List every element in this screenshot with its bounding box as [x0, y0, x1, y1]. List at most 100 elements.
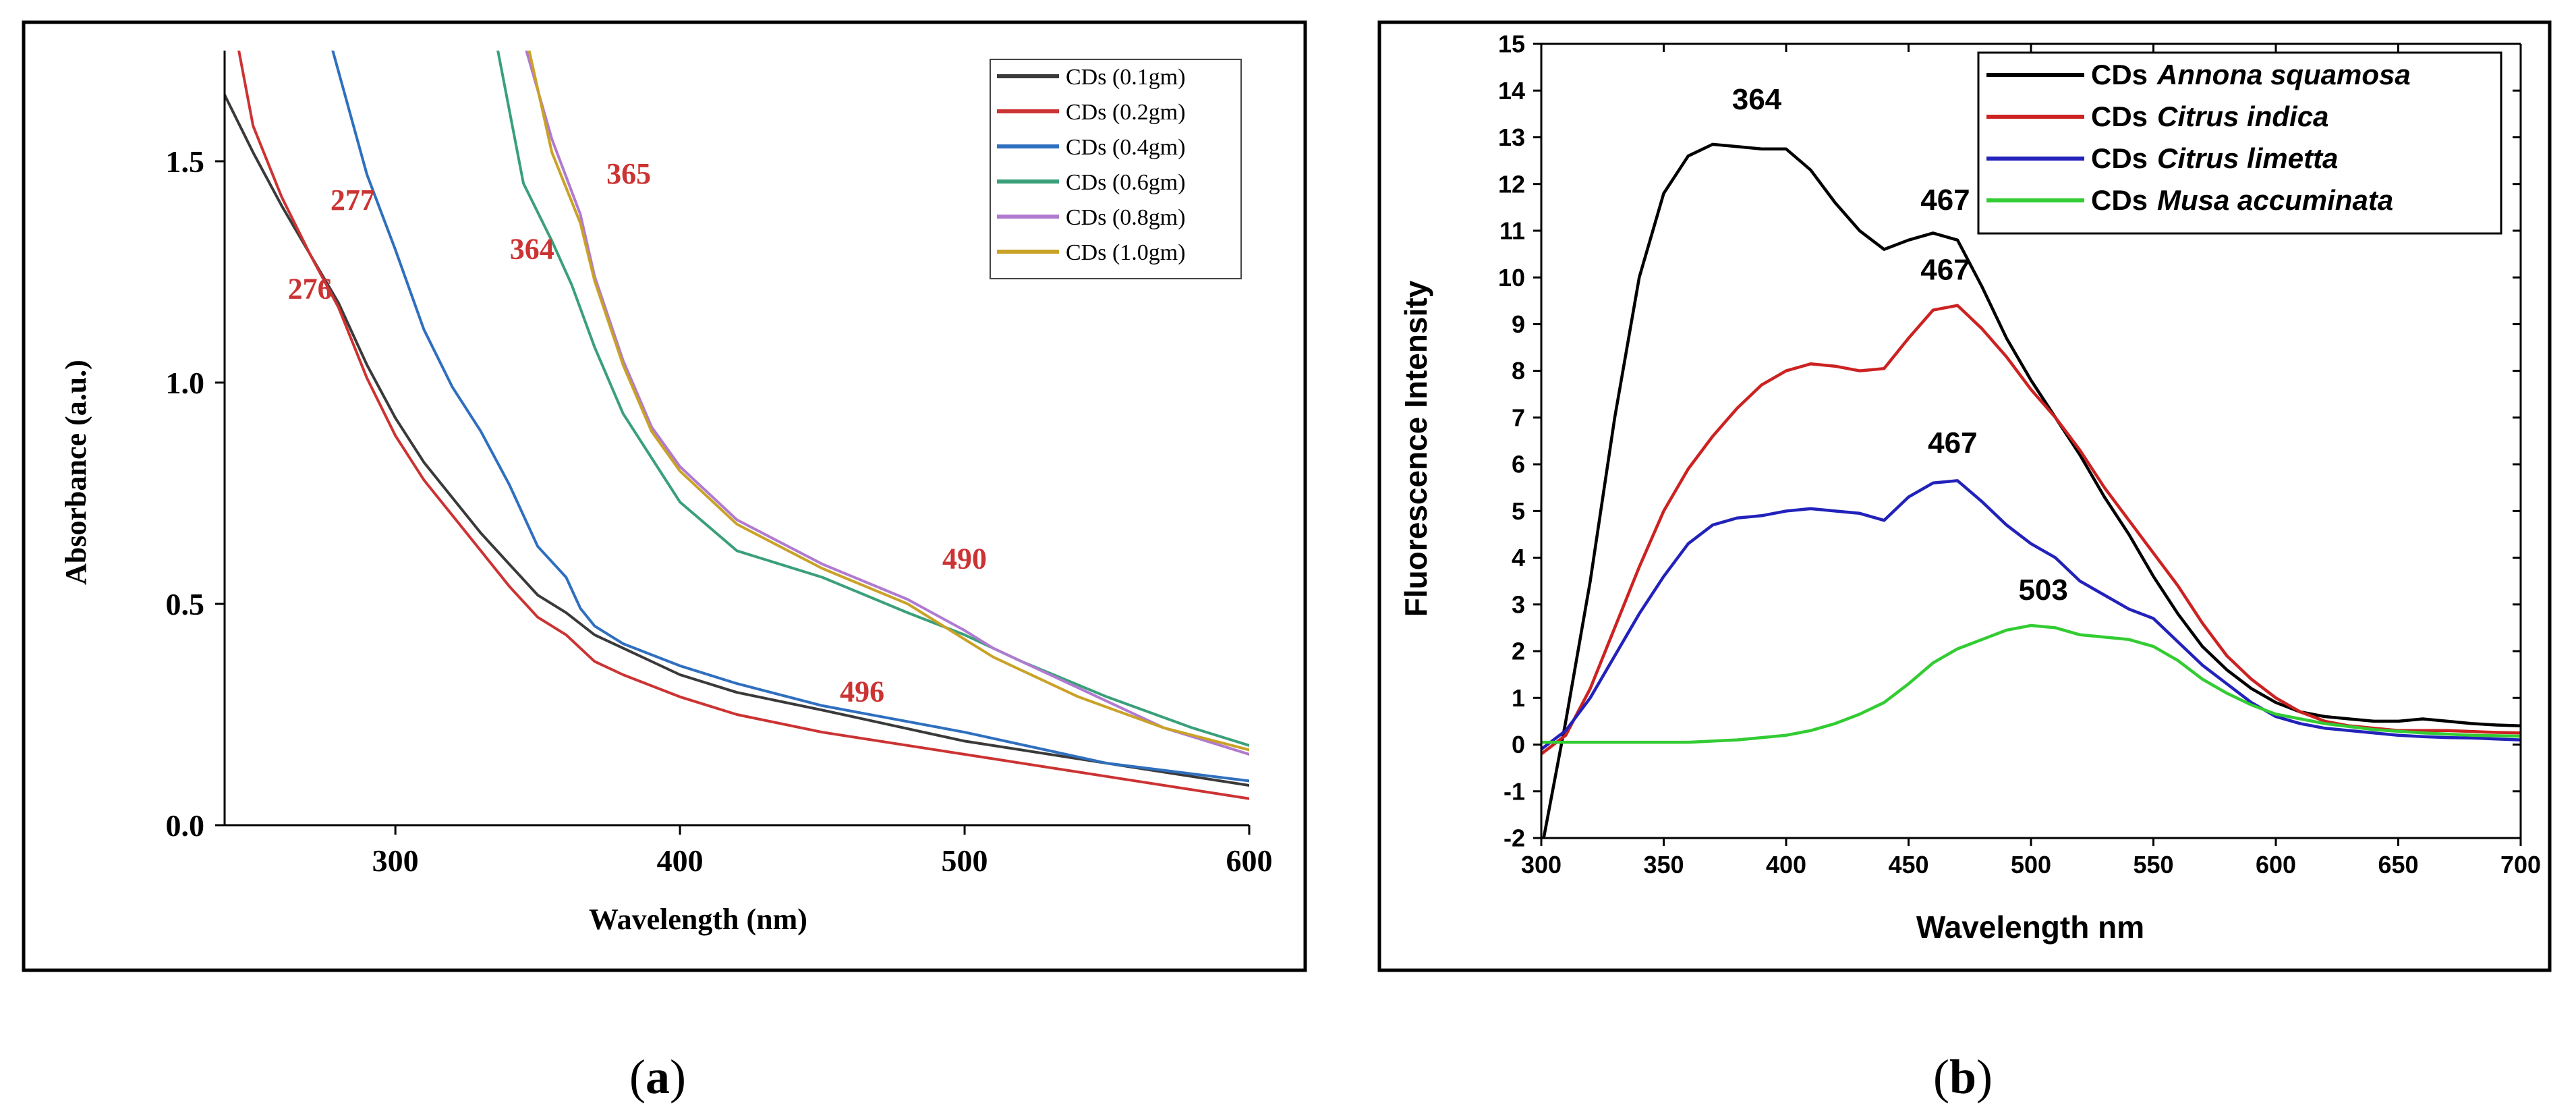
chart-b-panel-label-close: ) — [1976, 1050, 1993, 1104]
chart-b-panel-label-open: ( — [1933, 1050, 1949, 1104]
chart-a-panel-label: (a) — [629, 1050, 686, 1104]
chart-b-series-group — [1541, 142, 2521, 838]
chart-a-annotations: 277 276 364 365 490 496 — [288, 157, 987, 708]
chart-b-series-line-1 — [1542, 142, 2521, 838]
chart-b-ticks: 300 350 400 450 500 550 600 650 700-2-1012345678… — [1498, 30, 2541, 878]
chart-b-y-tick-label: 0 — [1512, 731, 1525, 758]
chart-a-legend: CDs (0.1gm) CDs (0.2gm) CDs (0.4gm) CDs (0.… — [990, 59, 1242, 279]
chart-a-x-tick-label: 500 — [942, 843, 988, 878]
chart-a-legend-label-5: CDs (0.8gm) — [1066, 205, 1186, 230]
chart-a-peak-label: 276 — [288, 272, 333, 305]
chart-a-x-tick-label: 300 — [372, 843, 419, 878]
chart-b-panel-label: (b) — [1933, 1050, 1993, 1104]
chart-b-peak-label: 467 — [1920, 184, 1970, 217]
chart-a-y-tick-label: 1.0 — [166, 366, 205, 400]
chart-a-y-tick-label: 1.5 — [166, 144, 205, 179]
chart-a-peak-label: 490 — [942, 542, 987, 576]
chart-a-y-tick-label: 0.0 — [166, 808, 205, 843]
chart-a-series-line-3 — [331, 51, 1249, 783]
chart-b-x-tick-label: 450 — [1888, 851, 1928, 878]
chart-a-series-group — [225, 51, 1249, 800]
chart-a-series-line-6 — [527, 51, 1249, 752]
chart-a-y-tick-label: 0.5 — [166, 587, 205, 621]
chart-b-y-tick-label: 15 — [1498, 30, 1525, 58]
chart-b-x-tick-label: 600 — [2256, 851, 2296, 878]
chart-b-y-tick-label: 3 — [1512, 590, 1525, 618]
chart-b-x-tick-label: 550 — [2133, 851, 2173, 878]
chart-b-x-tick-label: 400 — [1766, 851, 1806, 878]
chart-a-legend-label-6: CDs (1.0gm) — [1066, 240, 1186, 265]
chart-b-series-line-2 — [1541, 304, 2521, 756]
chart-b-legend-prefix-3: CDs — [2091, 142, 2148, 174]
chart-b-y-tick-label: -2 — [1504, 825, 1525, 852]
chart-a-series-line-4 — [496, 51, 1249, 747]
chart-b-legend-label-3: CDs Citrus limetta — [2091, 142, 2338, 174]
chart-a-legend-box — [990, 59, 1242, 279]
chart-b-frame — [1377, 20, 2552, 972]
chart-b-series-line-3 — [1541, 479, 2521, 751]
chart-b-legend-species-1: Annona squamosa — [2156, 59, 2411, 90]
chart-a-x-tick-label: 400 — [657, 843, 704, 878]
chart-a-legend-label-3: CDs (0.4gm) — [1066, 135, 1186, 160]
chart-a-panel-label-open: ( — [629, 1050, 646, 1104]
chart-a-peak-label: 365 — [606, 157, 651, 190]
chart-b-y-tick-label: 11 — [1499, 217, 1525, 245]
chart-a-frame — [22, 20, 1307, 972]
chart-b-y-tick-label: 12 — [1498, 170, 1525, 198]
chart-a-plot-area: 300 400 500 600 0.0 0.5 1.0 1.5 277 276 364 365 490… — [166, 51, 1273, 878]
chart-b-peak-label: 467 — [1928, 426, 1977, 459]
chart-b-y-tick-label: 2 — [1512, 638, 1525, 665]
chart-a-y-axis-label: Absorbance (a.u.) — [59, 360, 92, 585]
chart-b-legend: CDs Annona squamosa CDs Citrus indica CDs Cit… — [1977, 51, 2502, 235]
chart-b-y-tick-label: 13 — [1498, 123, 1525, 151]
chart-b-legend-species-2: Citrus indica — [2157, 101, 2328, 132]
chart-a-panel-label-close: ) — [670, 1050, 686, 1104]
chart-b-y-tick-label: 5 — [1512, 497, 1525, 525]
chart-b-x-tick-label: 350 — [1643, 851, 1684, 878]
chart-b-legend-prefix-4: CDs — [2091, 184, 2148, 216]
chart-a-series-line-2 — [237, 51, 1249, 800]
chart-b-y-tick-label: 6 — [1512, 451, 1525, 478]
chart-b: 300 350 400 450 500 550 600 650 700-2-1012345678… — [1377, 20, 2552, 1104]
chart-b-legend-label-1: CDs Annona squamosa — [2091, 59, 2411, 90]
chart-b-plot-area: 300 350 400 450 500 550 600 650 700-2-1012345678… — [1498, 30, 2541, 878]
chart-b-x-tick-label: 700 — [2500, 851, 2541, 878]
chart-b-y-tick-label: 9 — [1512, 310, 1525, 338]
chart-a-x-tick-label: 600 — [1226, 843, 1273, 878]
chart-a-peak-label: 277 — [331, 184, 375, 217]
chart-b-y-axis-label: Fluorescence Intensity — [1398, 280, 1433, 617]
chart-b-y-tick-label: 7 — [1512, 403, 1525, 431]
chart-b-peak-label: 503 — [2018, 574, 2067, 607]
chart-b-y-tick-label: 1 — [1512, 684, 1525, 712]
chart-b-legend-label-4: CDs Musa accuminata — [2091, 184, 2393, 216]
chart-b-x-tick-label: 650 — [2378, 851, 2418, 878]
chart-b-y-tick-label: 14 — [1498, 77, 1525, 105]
chart-a-peak-label: 364 — [510, 232, 554, 265]
chart-a-peak-label: 496 — [840, 675, 884, 708]
chart-b-x-tick-label: 500 — [2011, 851, 2051, 878]
chart-a-legend-label-2: CDs (0.2gm) — [1066, 100, 1186, 125]
chart-b-peak-label: 364 — [1732, 83, 1782, 116]
chart-b-annotations: 364 467 467 467 503 — [1732, 83, 2068, 607]
chart-a-x-axis-label: Wavelength (nm) — [589, 903, 807, 936]
chart-a-ticks: 300 400 500 600 0.0 0.5 1.0 1.5 — [166, 144, 1273, 878]
chart-b-y-tick-label: -1 — [1504, 777, 1525, 805]
chart-a-legend-label-4: CDs (0.6gm) — [1066, 170, 1186, 195]
chart-b-legend-prefix-1: CDs — [2091, 59, 2148, 90]
chart-b-peak-label: 467 — [1920, 254, 1970, 287]
chart-a-legend-label-1: CDs (0.1gm) — [1066, 65, 1186, 90]
chart-b-legend-prefix-2: CDs — [2091, 101, 2148, 132]
chart-b-legend-label-2: CDs Citrus indica — [2091, 101, 2328, 132]
chart-b-legend-box — [1977, 51, 2502, 235]
chart-a-series-line-5 — [525, 51, 1249, 756]
chart-b-y-tick-label: 10 — [1498, 264, 1525, 291]
chart-b-legend-species-3: Citrus limetta — [2157, 142, 2338, 174]
chart-a-panel-letter: a — [646, 1050, 670, 1104]
chart-b-series-line-4 — [1541, 623, 2521, 744]
chart-b-legend-species-4: Musa accuminata — [2157, 184, 2393, 216]
chart-a: 300 400 500 600 0.0 0.5 1.0 1.5 277 276 364 365 490… — [22, 20, 1307, 1104]
chart-b-x-axis-label: Wavelength nm — [1916, 910, 2144, 945]
chart-b-panel-letter: b — [1949, 1050, 1976, 1104]
chart-b-y-tick-label: 8 — [1512, 357, 1525, 385]
chart-b-x-tick-label: 300 — [1521, 851, 1562, 878]
